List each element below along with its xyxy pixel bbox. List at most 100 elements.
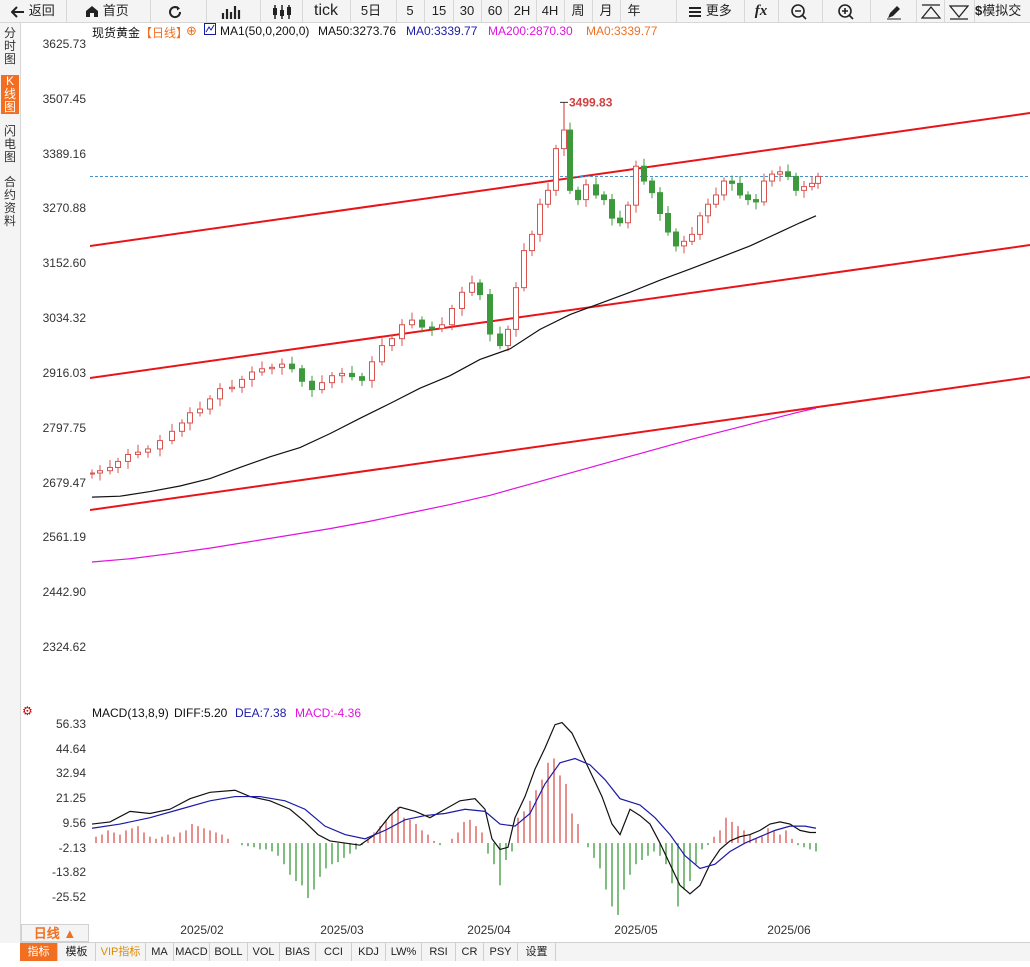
period-year[interactable]: 年 (627, 3, 641, 18)
candle-body (593, 184, 599, 196)
candle-body (469, 282, 475, 293)
candle-body (329, 375, 335, 384)
period-4h[interactable]: 4H (541, 3, 559, 18)
candle-body (561, 129, 567, 150)
macd-y-tick-label: 9.56 (62, 815, 86, 830)
candle (469, 275, 475, 296)
tab-contract-info[interactable]: 合约资料 (3, 175, 16, 228)
y-tick-label: 3389.16 (42, 146, 86, 161)
candle (665, 206, 671, 236)
candle (753, 194, 759, 210)
zoom-out-button[interactable] (780, 0, 818, 22)
candle (745, 191, 751, 206)
indicator-tab[interactable]: MACD (174, 943, 210, 961)
refresh-button[interactable] (152, 0, 198, 22)
sim-trade-button[interactable]: $模拟交 (975, 0, 1030, 22)
tab-lightning[interactable]: 闪电图 (3, 124, 16, 164)
candle (179, 419, 185, 437)
macd-chart[interactable] (90, 720, 1030, 922)
ma200-line (91, 407, 817, 563)
indicator-tab[interactable]: VOL (248, 943, 280, 961)
candle (705, 198, 711, 224)
period-5day[interactable]: 5日 (360, 3, 382, 18)
indicator-tab[interactable]: PSY (484, 943, 518, 961)
zoom-in-icon (838, 3, 854, 20)
ma0-value-b: MA0:3339.77 (586, 24, 658, 38)
x-tick-label: 2025/05 (614, 923, 658, 937)
period-30min[interactable]: 30 (459, 3, 475, 18)
indicator-tab[interactable]: CR (456, 943, 484, 961)
add-indicator-icon[interactable]: ⊕ (186, 23, 197, 38)
candle (801, 181, 807, 198)
y-tick-label: 3270.88 (42, 201, 86, 216)
move-down-button[interactable] (946, 0, 972, 22)
macd-title: MACD(13,8,9) (92, 706, 169, 720)
candle-body (753, 199, 759, 203)
indicator-tab[interactable]: 模板 (58, 943, 96, 961)
macd-y-tick-label: 32.94 (55, 766, 86, 781)
period-month[interactable]: 月 (599, 3, 613, 18)
candle (187, 407, 193, 431)
more-button[interactable]: 更多 (678, 0, 742, 22)
indicator-tab[interactable]: VIP指标 (96, 943, 146, 961)
candle (633, 160, 639, 213)
tab-timeshare[interactable]: 分时图 (3, 26, 16, 66)
macd-diff-line (91, 721, 816, 895)
home-icon (86, 6, 99, 18)
candle-body (429, 326, 435, 329)
candle-body (187, 412, 193, 424)
price-chart[interactable]: 3499.83 (90, 40, 1030, 702)
zoom-in-button[interactable] (826, 0, 866, 22)
candle-body (505, 328, 511, 347)
period-week[interactable]: 周 (571, 3, 585, 18)
candlestick-button[interactable] (262, 0, 302, 22)
candle-body (399, 324, 405, 340)
formula-button[interactable]: fx (754, 3, 768, 19)
candle (737, 175, 743, 199)
period-tick[interactable]: tick (314, 2, 338, 19)
indicator-tab[interactable]: KDJ (352, 943, 386, 961)
indicator-tab[interactable]: LW% (386, 943, 422, 961)
back-button[interactable]: 返回 (2, 0, 64, 22)
period-5min[interactable]: 5 (406, 3, 414, 18)
indicator-tab[interactable]: MA (146, 943, 174, 961)
period-dropdown-button[interactable]: 日线 ▲ (21, 924, 89, 942)
tab-kline[interactable]: K线图 (1, 75, 19, 114)
candle (575, 186, 581, 206)
indicator-tab[interactable]: 设置 (518, 943, 556, 961)
indicator-tab[interactable]: RSI (422, 943, 456, 961)
candle-body (553, 148, 559, 191)
candle-body (697, 215, 703, 235)
indicator-tab[interactable]: BOLL (210, 943, 248, 961)
candle-body (349, 372, 355, 378)
period-2h[interactable]: 2H (513, 3, 531, 18)
candle (513, 282, 519, 337)
ma-settings-icon[interactable] (204, 23, 216, 38)
indicator-tab[interactable]: BIAS (280, 943, 316, 961)
candle-body (125, 453, 131, 462)
period-15min[interactable]: 15 (431, 3, 447, 18)
chart-type-button[interactable] (208, 0, 254, 22)
more-label: 更多 (705, 3, 732, 18)
candle-body (705, 203, 711, 217)
candle (419, 316, 425, 333)
indicator-tab[interactable]: 指标 (20, 943, 58, 961)
y-tick-label: 2442.90 (42, 585, 86, 600)
move-up-button[interactable] (918, 0, 944, 22)
candle-body (801, 186, 807, 191)
candlestick-icon (273, 4, 291, 19)
candle-body (729, 180, 735, 184)
candle-body (217, 388, 223, 400)
draw-button[interactable] (874, 0, 914, 22)
candle (309, 375, 315, 398)
candle-body (809, 182, 815, 188)
indicator-tab[interactable]: CCI (316, 943, 352, 961)
candle (567, 122, 573, 195)
gear-icon[interactable]: ⚙ (22, 704, 33, 718)
high-price-label: 3499.83 (569, 95, 613, 109)
candle-body (721, 180, 727, 196)
period-60min[interactable]: 60 (487, 3, 503, 18)
ma200-value: MA200:2870.30 (488, 24, 573, 38)
home-label: 首页 (102, 3, 129, 18)
home-button[interactable]: 首页 (68, 0, 146, 22)
